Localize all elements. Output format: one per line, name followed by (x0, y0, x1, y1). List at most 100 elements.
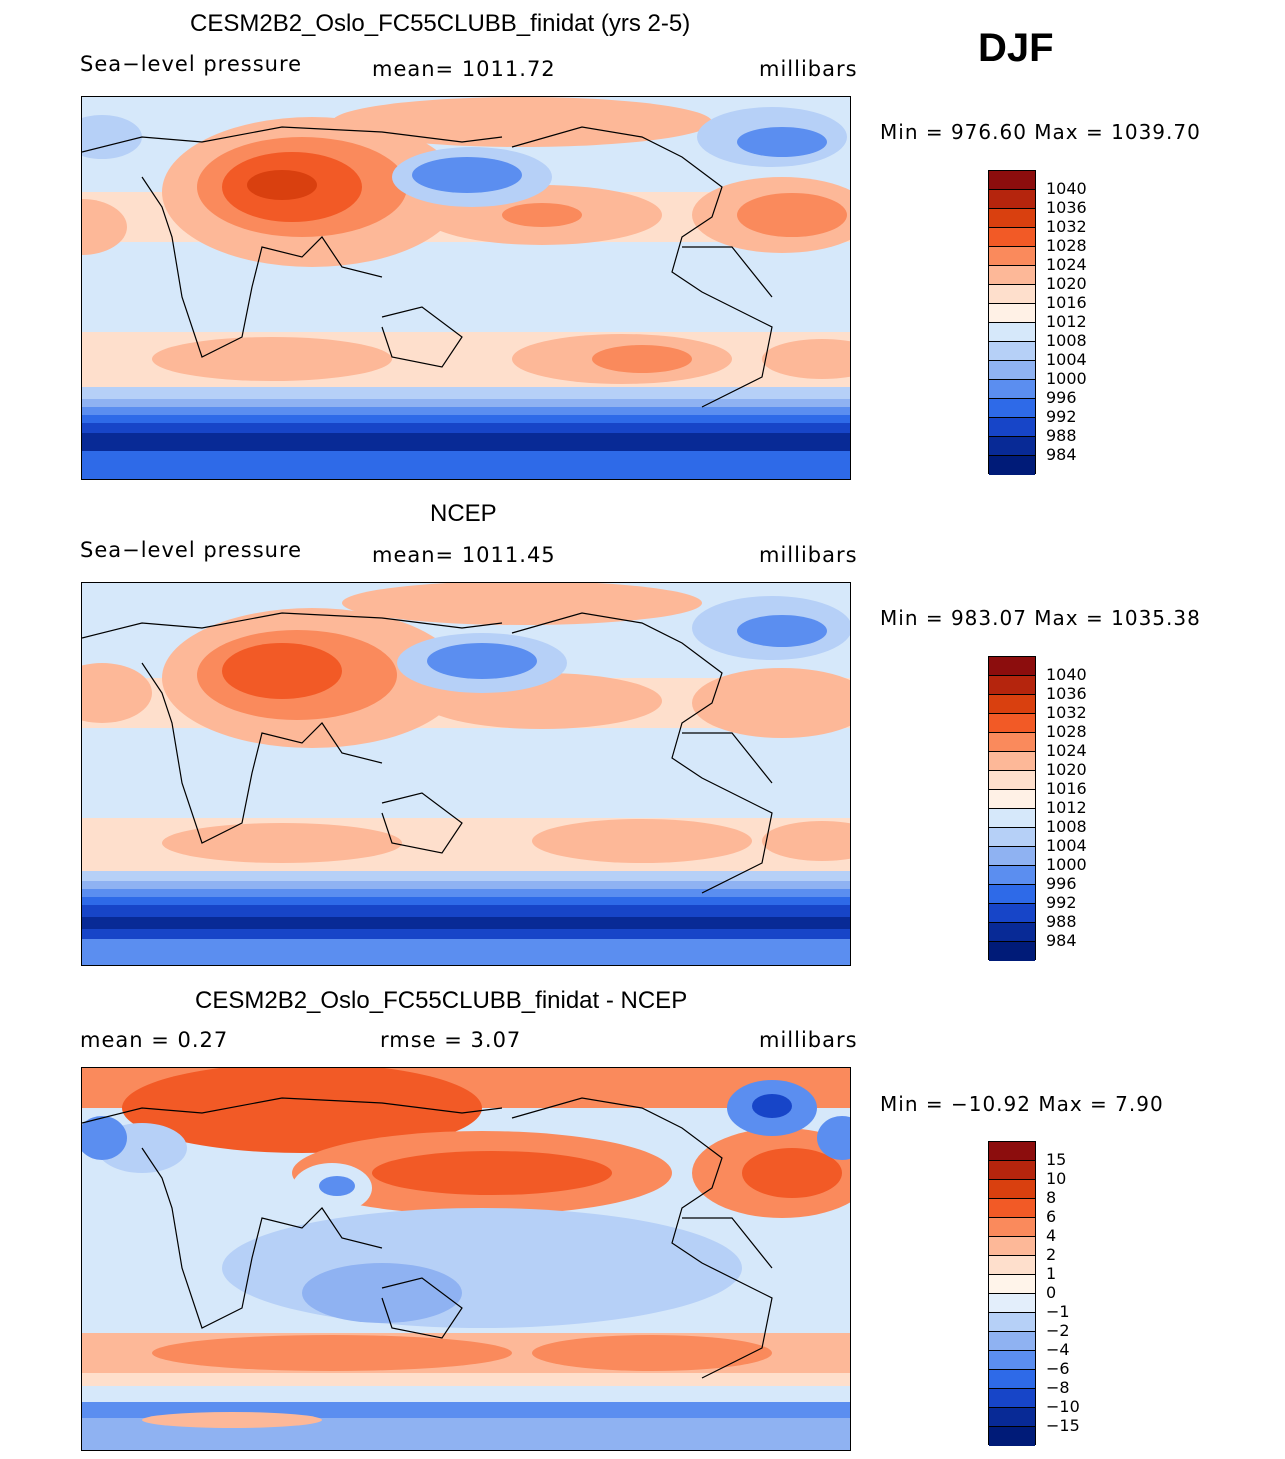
colorbar-box (989, 380, 1035, 399)
colorbar-label: 1020 (1046, 760, 1087, 779)
panel2-colorbar (988, 656, 1036, 961)
colorbar-label: 1024 (1046, 255, 1087, 274)
colorbar-box (989, 752, 1035, 771)
colorbar-label: 10 (1046, 1169, 1067, 1188)
colorbar-label: 996 (1046, 388, 1077, 407)
panel1-mean-label: mean= 1011.72 (372, 57, 556, 81)
colorbar-label: 1032 (1046, 703, 1087, 722)
colorbar-box (989, 809, 1035, 828)
colorbar-box (989, 1218, 1035, 1237)
panel1-units-label: millibars (759, 57, 858, 81)
colorbar-box (989, 828, 1035, 847)
colorbar-label: 1028 (1046, 722, 1087, 741)
colorbar-box (989, 885, 1035, 904)
colorbar-box (989, 304, 1035, 323)
colorbar-box (989, 1294, 1035, 1313)
colorbar-box (989, 1237, 1035, 1256)
colorbar-box (989, 1142, 1035, 1161)
colorbar-label: 1016 (1046, 779, 1087, 798)
colorbar-box (989, 266, 1035, 285)
colorbar-label: 0 (1046, 1283, 1057, 1302)
colorbar-box (989, 904, 1035, 923)
colorbar-box (989, 1427, 1035, 1446)
colorbar-box (989, 1256, 1035, 1275)
colorbar-box (989, 228, 1035, 247)
colorbar-box (989, 733, 1035, 752)
colorbar-box (989, 1313, 1035, 1332)
colorbar-box (989, 399, 1035, 418)
colorbar-label: −8 (1046, 1378, 1070, 1397)
colorbar-label: 984 (1046, 931, 1077, 950)
colorbar-box (989, 247, 1035, 266)
colorbar-box (989, 361, 1035, 380)
panel3-units-label: millibars (759, 1028, 858, 1052)
colorbar-label: 1 (1046, 1264, 1057, 1283)
colorbar-box (989, 1370, 1035, 1389)
colorbar-label: −4 (1046, 1340, 1070, 1359)
colorbar-box (989, 171, 1035, 190)
colorbar-label: 1000 (1046, 855, 1087, 874)
colorbar-label: 1008 (1046, 817, 1087, 836)
colorbar-box (989, 1180, 1035, 1199)
panel3-mean-label: mean = 0.27 (80, 1028, 229, 1052)
colorbar-box (989, 676, 1035, 695)
colorbar-box (989, 190, 1035, 209)
panel3-colorbar (988, 1141, 1036, 1446)
colorbar-box (989, 1332, 1035, 1351)
colorbar-label: 6 (1046, 1207, 1057, 1226)
panel3-map (81, 1067, 851, 1451)
colorbar-label: −2 (1046, 1321, 1070, 1340)
colorbar-box (989, 1199, 1035, 1218)
colorbar-label: 1024 (1046, 741, 1087, 760)
colorbar-label: 1004 (1046, 350, 1087, 369)
panel3-title: CESM2B2_Oslo_FC55CLUBB_finidat - NCEP (195, 987, 688, 1014)
colorbar-label: 1012 (1046, 798, 1087, 817)
colorbar-label: 1036 (1046, 684, 1087, 703)
colorbar-box (989, 657, 1035, 676)
colorbar-box (989, 418, 1035, 437)
panel2-title: NCEP (430, 500, 497, 527)
panel2-mean-label: mean= 1011.45 (372, 543, 556, 567)
colorbar-label: 988 (1046, 912, 1077, 931)
colorbar-label: 988 (1046, 426, 1077, 445)
panel1-variable-label: Sea−level pressure (80, 52, 303, 76)
colorbar-box (989, 1275, 1035, 1294)
colorbar-label: 1040 (1046, 179, 1087, 198)
colorbar-label: −15 (1046, 1416, 1080, 1435)
panel1-minmax: Min = 976.60 Max = 1039.70 (880, 120, 1201, 144)
colorbar-label: 1020 (1046, 274, 1087, 293)
panel3-rmse-label: rmse = 3.07 (380, 1028, 522, 1052)
colorbar-label: 1012 (1046, 312, 1087, 331)
panel2-minmax: Min = 983.07 Max = 1035.38 (880, 606, 1201, 630)
colorbar-box (989, 342, 1035, 361)
panel1-colorbar (988, 170, 1036, 475)
colorbar-box (989, 771, 1035, 790)
colorbar-label: 1032 (1046, 217, 1087, 236)
colorbar-box (989, 1351, 1035, 1370)
colorbar-box (989, 285, 1035, 304)
season-label: DJF (978, 26, 1054, 70)
colorbar-label: 1004 (1046, 836, 1087, 855)
colorbar-label: 1036 (1046, 198, 1087, 217)
colorbar-box (989, 209, 1035, 228)
colorbar-label: 4 (1046, 1226, 1057, 1245)
panel2-variable-label: Sea−level pressure (80, 538, 303, 562)
panel1-map (81, 96, 851, 480)
colorbar-label: 1000 (1046, 369, 1087, 388)
colorbar-label: 2 (1046, 1245, 1057, 1264)
colorbar-box (989, 1408, 1035, 1427)
colorbar-box (989, 1389, 1035, 1408)
colorbar-box (989, 1161, 1035, 1180)
colorbar-box (989, 456, 1035, 475)
colorbar-box (989, 323, 1035, 342)
panel1-title: CESM2B2_Oslo_FC55CLUBB_finidat (yrs 2-5) (190, 10, 691, 37)
colorbar-label: 992 (1046, 407, 1077, 426)
colorbar-label: −10 (1046, 1397, 1080, 1416)
colorbar-box (989, 866, 1035, 885)
colorbar-box (989, 437, 1035, 456)
colorbar-box (989, 790, 1035, 809)
colorbar-label: 1028 (1046, 236, 1087, 255)
colorbar-label: −1 (1046, 1302, 1070, 1321)
colorbar-box (989, 695, 1035, 714)
panel2-units-label: millibars (759, 543, 858, 567)
